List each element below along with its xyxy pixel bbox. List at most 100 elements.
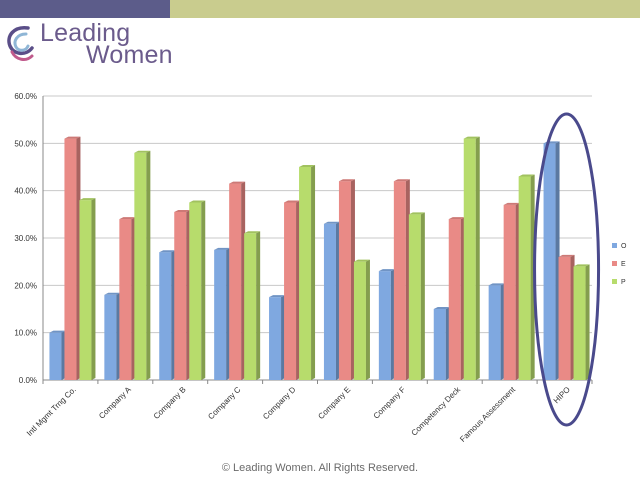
bar (433, 309, 446, 380)
bar (49, 332, 62, 380)
bar (229, 183, 242, 380)
bar-side (475, 136, 480, 380)
bar (378, 271, 391, 380)
bar (134, 152, 147, 380)
bar (543, 143, 556, 380)
bar (353, 261, 366, 380)
x-tick-label: HIPO (552, 385, 572, 405)
y-tick-label: 50.0% (14, 139, 37, 148)
bar (558, 256, 571, 380)
bar-side (420, 212, 425, 380)
bar-top (353, 259, 370, 262)
bar-side (585, 264, 590, 380)
bar-top (104, 292, 121, 295)
bar (214, 249, 227, 380)
bar (189, 202, 202, 380)
legend-swatch (612, 261, 617, 266)
bar-top (134, 150, 151, 153)
bar-top (463, 136, 480, 139)
bar-top (79, 198, 96, 201)
y-tick-label: 30.0% (14, 234, 37, 243)
bar-top (49, 330, 66, 333)
legend-label: P (621, 279, 626, 286)
bar-top (488, 283, 505, 286)
bar-side (146, 150, 151, 380)
y-tick-label: 60.0% (14, 92, 37, 101)
bar (104, 294, 117, 380)
y-tick-label: 40.0% (14, 187, 37, 196)
top-banner-light-segment (170, 0, 640, 18)
logo-swirl-icon (7, 26, 34, 61)
bar (338, 181, 351, 380)
bar (463, 138, 476, 380)
bar-top (378, 269, 395, 272)
bar-top (323, 221, 340, 224)
bar (518, 176, 531, 380)
top-banner-dark-segment (0, 0, 170, 18)
bar (159, 252, 172, 380)
bar-side (365, 259, 370, 380)
bar-top (119, 217, 136, 220)
bar-top (64, 136, 81, 139)
legend-label: E (621, 261, 626, 268)
bar-chart: 0.0% 10.0% 20.0% 30.0% 40.0% 50.0% 60.0% Intl M… (14, 92, 627, 444)
y-tick-label: 0.0% (19, 376, 37, 385)
bar-side (91, 198, 96, 380)
bar-top (244, 231, 261, 234)
x-tick-label: Famous Assessment (458, 385, 517, 444)
bar-top (284, 200, 301, 203)
bar (573, 266, 586, 380)
bar (408, 214, 421, 380)
bar-top (159, 250, 176, 253)
bar (393, 181, 406, 380)
bar-side (201, 200, 206, 380)
bar-top (214, 247, 231, 250)
leading-women-logo: Leading Women (4, 19, 184, 70)
bar (299, 167, 312, 380)
x-tick-label: Intl Mgmt Trng Co. (25, 385, 78, 438)
bar (448, 219, 461, 380)
bar-top (573, 264, 590, 267)
bar-top (393, 179, 410, 182)
bar (269, 297, 282, 380)
bar-top (269, 295, 286, 298)
logo-wordmark: Leading Women (40, 19, 173, 69)
bar (323, 223, 336, 380)
bar-side (256, 231, 261, 380)
legend-swatch (612, 243, 617, 248)
bar-top (174, 209, 191, 212)
bar-top (338, 179, 355, 182)
bar (79, 200, 92, 380)
bar-top (433, 307, 450, 309)
bar (244, 233, 257, 380)
x-tick-label: Competency Deck (410, 384, 463, 437)
bar-top (518, 174, 535, 177)
bar (64, 138, 77, 380)
top-banner (0, 0, 640, 18)
copyright-footer: © Leading Women. All Rights Reserved. (221, 462, 419, 474)
bar (488, 285, 501, 380)
logo-line-1: Leading (40, 19, 131, 47)
x-tick-label: Company F (372, 385, 408, 421)
bar-top (408, 212, 425, 215)
y-tick-label: 10.0% (14, 329, 37, 338)
bar-side (311, 165, 316, 380)
x-tick-label: Company A (97, 385, 133, 421)
x-tick-label: Company C (206, 385, 242, 421)
bar-top (299, 165, 316, 167)
bar-top (503, 202, 520, 205)
bar-top (558, 254, 575, 257)
bar (174, 211, 187, 380)
legend-label: O (621, 243, 627, 250)
bar (503, 204, 516, 380)
y-tick-label: 20.0% (14, 281, 37, 290)
highlight-ellipse (533, 112, 601, 427)
bar-top (448, 217, 465, 220)
x-tick-label: Company E (316, 385, 352, 421)
x-tick-label: Company B (152, 385, 188, 421)
bar (284, 202, 297, 380)
x-tick-label: Company D (261, 385, 297, 421)
bar-side (530, 174, 535, 380)
logo-line-2: Women (86, 41, 173, 69)
bar (119, 219, 132, 380)
